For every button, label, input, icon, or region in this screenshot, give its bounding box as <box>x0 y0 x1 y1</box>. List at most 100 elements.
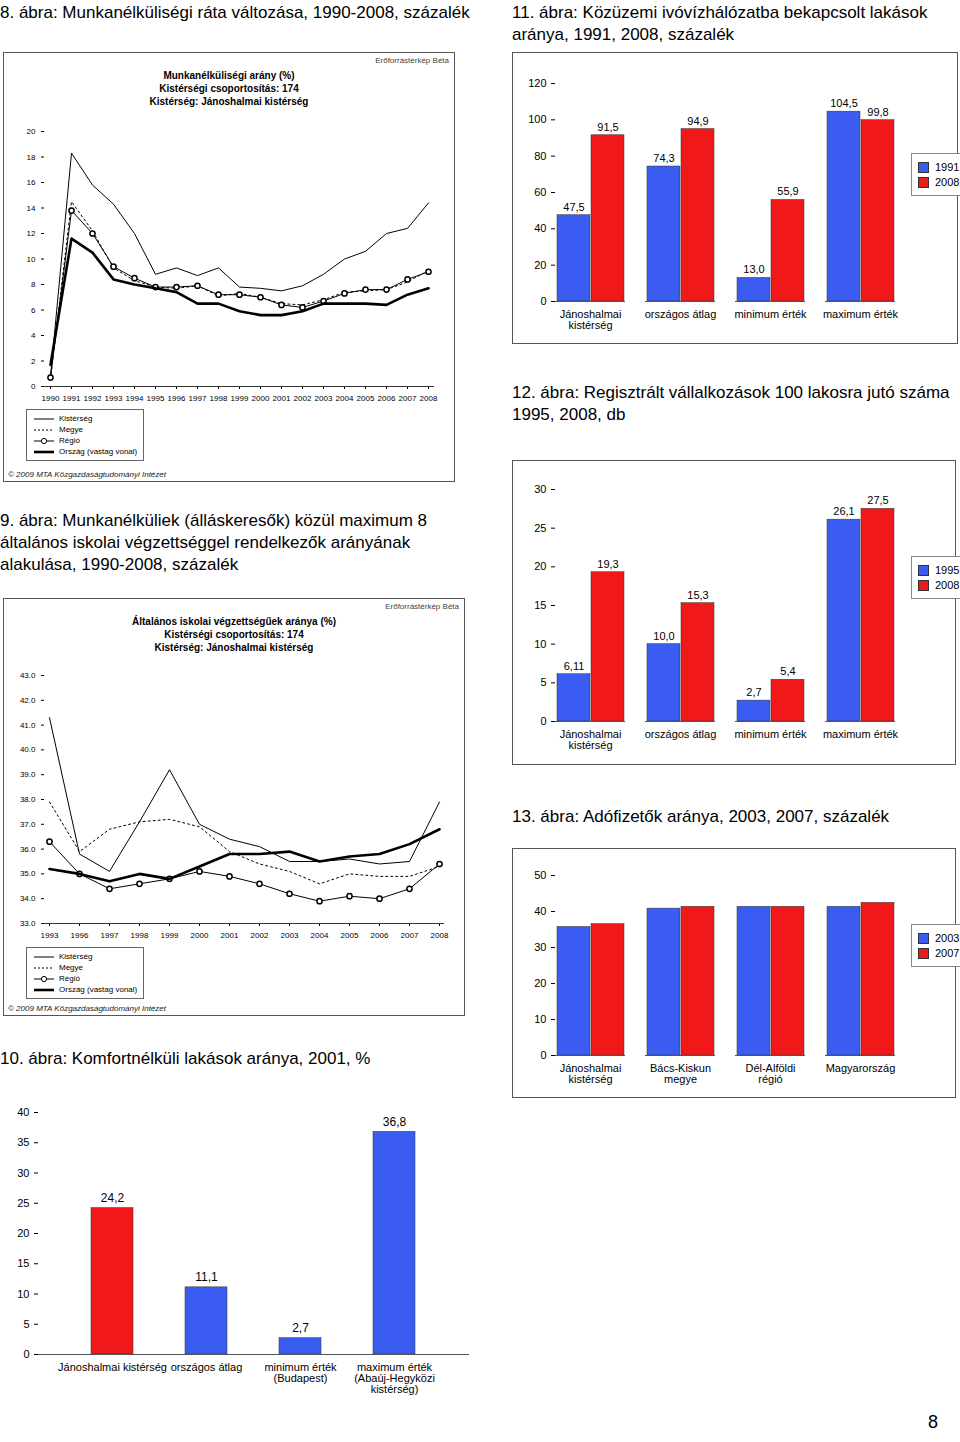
svg-text:15,3: 15,3 <box>687 589 708 601</box>
svg-text:1997: 1997 <box>101 931 119 940</box>
svg-text:országos átlag: országos átlag <box>645 308 717 320</box>
svg-text:10: 10 <box>534 638 546 650</box>
svg-text:40: 40 <box>17 1106 29 1118</box>
svg-text:104,5: 104,5 <box>830 97 858 109</box>
svg-text:2002: 2002 <box>294 394 312 403</box>
svg-text:94,9: 94,9 <box>687 115 708 127</box>
svg-text:2,7: 2,7 <box>292 1321 309 1335</box>
svg-text:Bács-Kiskunmegye: Bács-Kiskunmegye <box>650 1062 711 1085</box>
svg-text:33.0: 33.0 <box>20 919 36 928</box>
svg-text:74,3: 74,3 <box>653 152 674 164</box>
svg-text:34.0: 34.0 <box>20 894 36 903</box>
svg-text:39.0: 39.0 <box>20 770 36 779</box>
svg-text:100: 100 <box>528 113 546 125</box>
svg-text:1997: 1997 <box>189 394 207 403</box>
svg-text:11,1: 11,1 <box>195 1270 218 1284</box>
svg-text:30: 30 <box>17 1167 29 1179</box>
svg-text:16: 16 <box>27 178 36 187</box>
svg-text:10: 10 <box>17 1288 29 1300</box>
svg-text:40: 40 <box>534 905 546 917</box>
svg-text:2001: 2001 <box>221 931 239 940</box>
svg-text:14: 14 <box>27 204 36 213</box>
svg-text:0: 0 <box>540 1049 546 1061</box>
svg-text:2004: 2004 <box>336 394 354 403</box>
svg-text:0: 0 <box>540 715 546 727</box>
svg-text:20: 20 <box>534 560 546 572</box>
svg-text:5,4: 5,4 <box>780 665 795 677</box>
svg-text:1990: 1990 <box>42 394 60 403</box>
svg-text:30: 30 <box>534 941 546 953</box>
svg-text:Dél-Alföldirégió: Dél-Alföldirégió <box>745 1062 795 1085</box>
svg-text:38.0: 38.0 <box>20 795 36 804</box>
svg-text:18: 18 <box>27 153 36 162</box>
svg-text:20: 20 <box>534 977 546 989</box>
svg-text:2008: 2008 <box>431 931 449 940</box>
svg-text:minimum érték: minimum érték <box>734 728 807 740</box>
svg-text:1999: 1999 <box>161 931 179 940</box>
svg-text:Magyarország: Magyarország <box>826 1062 896 1074</box>
svg-text:1998: 1998 <box>210 394 228 403</box>
svg-text:15: 15 <box>534 599 546 611</box>
svg-text:80: 80 <box>534 150 546 162</box>
svg-text:26,1: 26,1 <box>833 505 854 517</box>
svg-text:1998: 1998 <box>131 931 149 940</box>
svg-text:20: 20 <box>17 1227 29 1239</box>
svg-text:20: 20 <box>27 127 36 136</box>
svg-text:országos átlag: országos átlag <box>645 728 717 740</box>
svg-text:5: 5 <box>23 1318 29 1330</box>
svg-text:41.0: 41.0 <box>20 721 36 730</box>
svg-text:1996: 1996 <box>71 931 89 940</box>
svg-text:8: 8 <box>31 280 36 289</box>
svg-text:10: 10 <box>27 255 36 264</box>
svg-text:25: 25 <box>17 1197 29 1209</box>
svg-text:43.0: 43.0 <box>20 671 36 680</box>
svg-text:2007: 2007 <box>399 394 417 403</box>
svg-text:0: 0 <box>31 382 36 391</box>
svg-text:50: 50 <box>534 869 546 881</box>
svg-text:1995: 1995 <box>147 394 165 403</box>
svg-text:47,5: 47,5 <box>563 201 584 213</box>
svg-text:maximum érték: maximum érték <box>823 728 899 740</box>
svg-text:1992: 1992 <box>84 394 102 403</box>
svg-text:55,9: 55,9 <box>777 185 798 197</box>
svg-text:1993: 1993 <box>105 394 123 403</box>
svg-text:99,8: 99,8 <box>867 106 888 118</box>
svg-text:40: 40 <box>534 222 546 234</box>
svg-text:4: 4 <box>31 331 36 340</box>
svg-text:35: 35 <box>17 1136 29 1148</box>
svg-text:15: 15 <box>17 1257 29 1269</box>
svg-text:2002: 2002 <box>251 931 269 940</box>
svg-text:2008: 2008 <box>420 394 438 403</box>
svg-text:2000: 2000 <box>191 931 209 940</box>
svg-text:10,0: 10,0 <box>653 630 674 642</box>
svg-text:2000: 2000 <box>252 394 270 403</box>
svg-text:minimum érték(Budapest): minimum érték(Budapest) <box>264 1361 337 1384</box>
svg-text:maximum érték: maximum érték <box>823 308 899 320</box>
svg-text:10: 10 <box>534 1013 546 1025</box>
svg-text:1994: 1994 <box>126 394 144 403</box>
svg-text:2,7: 2,7 <box>746 686 761 698</box>
svg-text:1996: 1996 <box>168 394 186 403</box>
svg-text:120: 120 <box>528 77 546 89</box>
svg-text:2003: 2003 <box>281 931 299 940</box>
svg-text:42.0: 42.0 <box>20 696 36 705</box>
svg-text:1993: 1993 <box>41 931 59 940</box>
svg-text:0: 0 <box>540 295 546 307</box>
svg-text:minimum érték: minimum érték <box>734 308 807 320</box>
svg-text:Jánoshalmaikistérség: Jánoshalmaikistérség <box>560 728 622 751</box>
svg-text:35.0: 35.0 <box>20 869 36 878</box>
svg-text:6,11: 6,11 <box>564 660 585 672</box>
svg-text:1999: 1999 <box>231 394 249 403</box>
svg-text:40.0: 40.0 <box>20 745 36 754</box>
svg-text:24,2: 24,2 <box>101 1191 125 1205</box>
svg-text:91,5: 91,5 <box>597 121 618 133</box>
svg-text:0: 0 <box>23 1348 29 1360</box>
svg-text:országos átlag: országos átlag <box>171 1361 243 1373</box>
svg-text:5: 5 <box>540 676 546 688</box>
svg-text:12: 12 <box>27 229 36 238</box>
svg-text:Jánoshalmaikistérség: Jánoshalmaikistérség <box>560 308 622 331</box>
svg-text:37.0: 37.0 <box>20 820 36 829</box>
svg-text:2005: 2005 <box>341 931 359 940</box>
svg-text:2: 2 <box>31 357 36 366</box>
svg-text:27,5: 27,5 <box>867 494 888 506</box>
